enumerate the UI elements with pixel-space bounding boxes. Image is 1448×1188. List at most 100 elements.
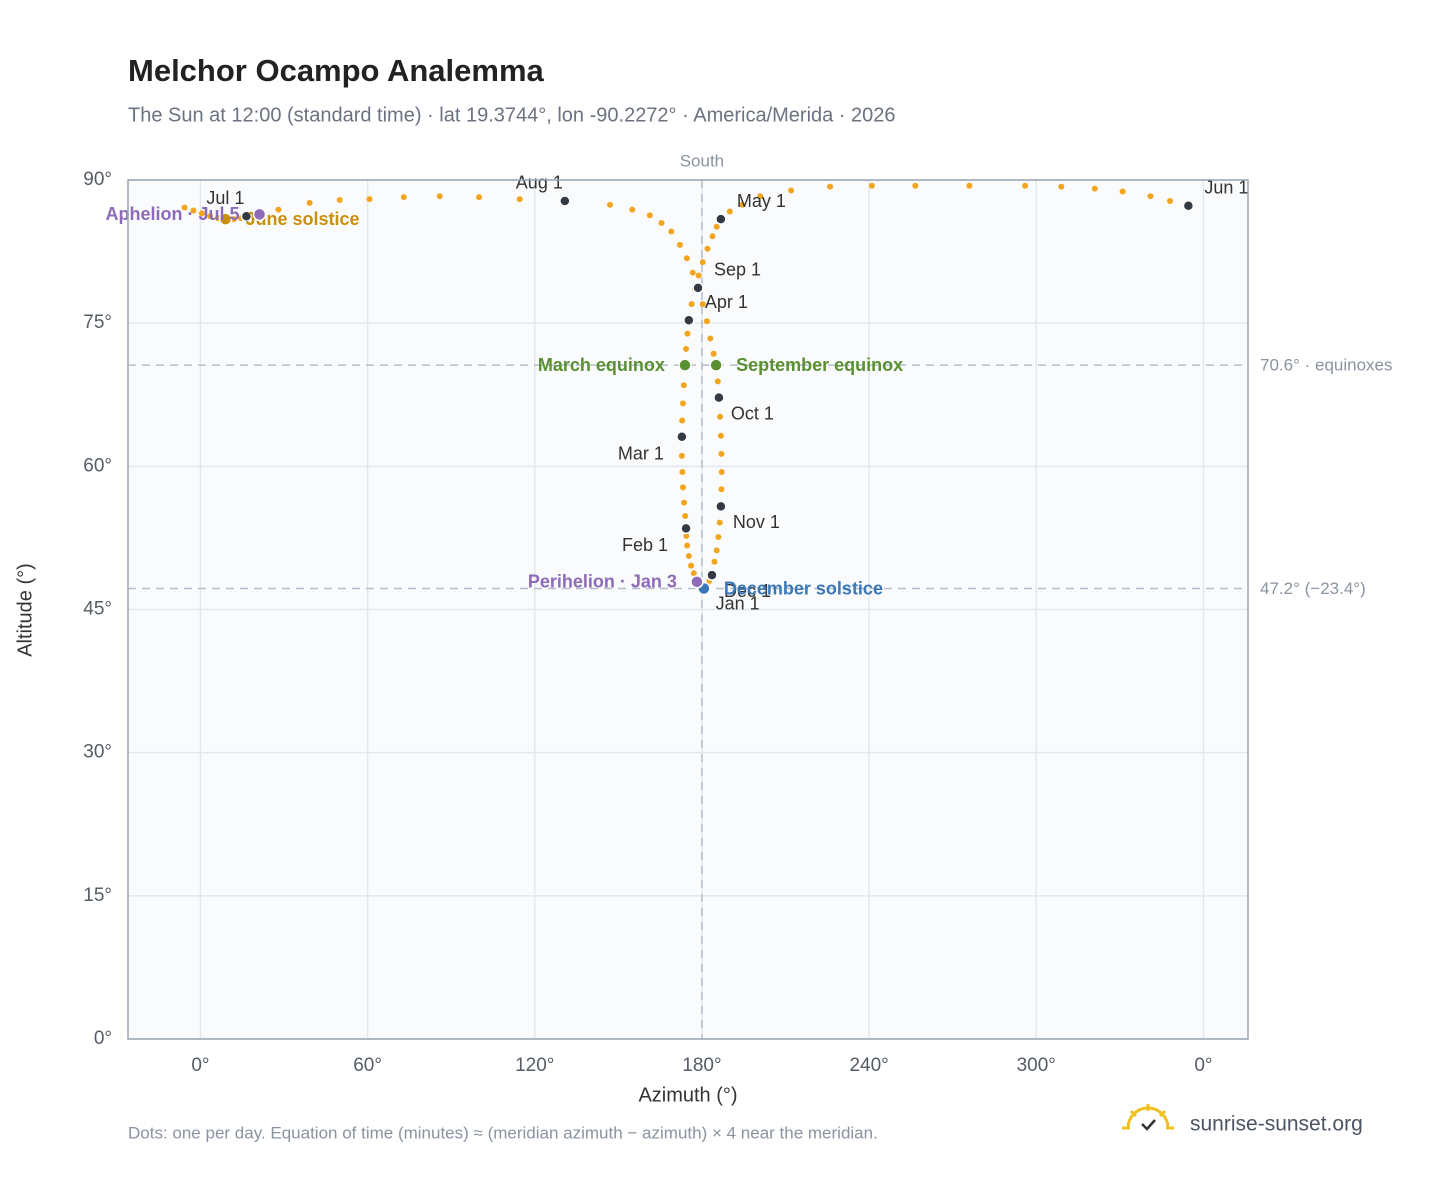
month-marker (680, 522, 692, 535)
day-dot (684, 542, 691, 549)
event-label: June solstice (246, 209, 360, 229)
y-axis-title: Altitude (°) (14, 563, 36, 657)
y-tick-label: 75° (83, 312, 112, 333)
day-dot (707, 335, 714, 342)
x-axis-title: Azimuth (°) (638, 1084, 737, 1106)
day-dot (646, 212, 653, 219)
footnote: Dots: one per day. Equation of time (min… (128, 1123, 878, 1142)
day-dot (715, 533, 722, 540)
day-dot (717, 432, 724, 439)
day-dot (436, 193, 443, 200)
y-tick-label: 0° (94, 1028, 112, 1049)
day-dot (739, 201, 746, 208)
day-dot (516, 196, 523, 203)
month-label: Apr 1 (705, 292, 748, 312)
day-dot (718, 450, 725, 457)
day-dot (1091, 185, 1098, 192)
day-dot (676, 241, 683, 248)
day-dot (711, 558, 718, 565)
day-dot (1166, 197, 1173, 204)
month-label: Jan 1 (716, 593, 760, 613)
day-dot (668, 228, 675, 235)
month-label: Nov 1 (733, 512, 780, 532)
event-marker (252, 207, 267, 222)
day-dot (181, 204, 188, 211)
day-dot (366, 196, 373, 203)
day-dot (709, 233, 716, 240)
month-label: Dec 1 (724, 581, 771, 601)
y-tick-label: 60° (83, 455, 112, 476)
chart-title: Melchor Ocampo Analemma (128, 53, 545, 88)
reference-label: 47.2° (−23.4°) (1260, 579, 1366, 598)
day-dot (683, 345, 690, 352)
day-dot (679, 484, 686, 491)
month-marker (706, 569, 718, 581)
day-dot (678, 452, 685, 459)
month-label: Jul 1 (206, 188, 244, 208)
day-dot (1147, 193, 1154, 200)
month-marker (683, 314, 695, 327)
chart-subtitle: The Sun at 12:00 (standard time) · lat 1… (128, 104, 896, 126)
day-dot (827, 183, 834, 190)
day-dot (713, 223, 720, 230)
day-dot (629, 206, 636, 213)
event-label: March equinox (538, 355, 665, 375)
x-tick-label: 240° (849, 1055, 888, 1076)
month-marker (676, 430, 688, 443)
event-marker (678, 358, 692, 372)
day-dot (699, 259, 706, 266)
day-dot (683, 255, 690, 262)
day-dot (476, 194, 483, 201)
day-dot (703, 318, 710, 325)
event-label: September equinox (736, 355, 903, 375)
day-dot (679, 400, 686, 407)
day-dot (704, 245, 711, 252)
day-dot (684, 330, 691, 337)
month-label: Aug 1 (516, 173, 563, 193)
day-dot (868, 182, 875, 189)
brand: sunrise-sunset.org (1190, 1113, 1363, 1136)
day-dot (788, 187, 795, 194)
day-dot (679, 469, 686, 476)
day-dot (688, 301, 695, 308)
month-label: Feb 1 (622, 535, 668, 555)
day-dot (688, 562, 695, 569)
month-label: Oct 1 (731, 403, 774, 423)
day-dot (190, 207, 197, 214)
day-dot (713, 547, 720, 554)
day-dot (681, 499, 688, 506)
y-tick-label: 90° (83, 169, 112, 190)
x-tick-label: 0° (1194, 1055, 1212, 1076)
day-dot (1022, 182, 1029, 189)
day-dot (680, 382, 687, 389)
day-dot (685, 553, 692, 560)
day-dot (306, 199, 313, 206)
day-dot (726, 208, 733, 215)
reference-label: 70.6° · equinoxes (1260, 356, 1393, 375)
month-marker (559, 195, 571, 207)
day-dot (716, 519, 723, 526)
day-dot (690, 570, 697, 577)
reference-label: South (680, 151, 724, 170)
day-dot (718, 486, 725, 493)
month-label: May 1 (737, 191, 786, 211)
day-dot (606, 201, 613, 208)
day-dot (710, 350, 717, 357)
day-dot (714, 378, 721, 385)
day-dot (966, 182, 973, 189)
month-label: Sep 1 (714, 260, 761, 280)
day-dot (207, 213, 214, 220)
month-marker (715, 500, 727, 513)
month-marker (713, 391, 725, 404)
y-tick-label: 30° (83, 742, 112, 763)
plot-border (127, 179, 1249, 1040)
x-tick-label: 120° (515, 1055, 554, 1076)
event-label: December solstice (724, 578, 883, 598)
day-dot (336, 197, 343, 204)
month-label: Jun 1 (1204, 178, 1248, 198)
event-label: Perihelion · Jan 3 (528, 572, 677, 592)
event-marker (690, 575, 704, 589)
event-marker (709, 358, 723, 372)
brand-logo (1122, 1104, 1174, 1131)
